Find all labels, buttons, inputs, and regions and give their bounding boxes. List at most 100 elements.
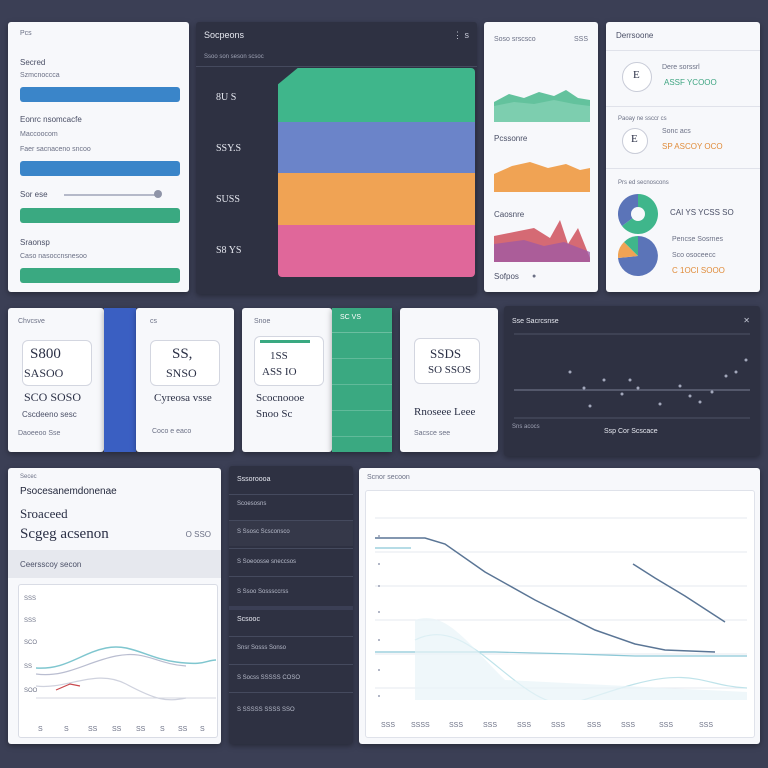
donut-chart-1 — [618, 194, 658, 234]
line-x-2: SSSS — [411, 722, 430, 729]
stat-card-3-box — [254, 336, 324, 386]
list2-row-2[interactable]: S Socss SSSSS COSO — [229, 664, 353, 692]
profile-big: Scgeg acsenon — [20, 526, 109, 542]
slider-label: Sor ese — [20, 190, 48, 199]
blue-divider-strip — [104, 308, 136, 452]
list-header: Sssoroooa — [237, 476, 271, 483]
list-panel: Sssoroooa Scoesosns S Ssosc Scsconsco S … — [229, 466, 353, 744]
profile-x-6: S — [160, 726, 165, 733]
stat-card-1-desc: SCO SOSO — [24, 390, 82, 404]
item2-sub: SP ASCOY OCO — [662, 142, 723, 151]
line-x-7: SSS — [587, 722, 602, 729]
stat-card-3[interactable]: Snoe 1SS ASS IO Scocnoooe Snoo Sc — [242, 308, 332, 452]
item4-sub2: C 1OCI SOOO — [672, 266, 725, 275]
stack-row-label-3: SUSS — [216, 194, 240, 205]
list2-row-2-text: S Socss SSSSS COSO — [237, 675, 301, 681]
profile-x-1: S — [38, 726, 43, 733]
item1-value: Dere sorssrl — [662, 64, 700, 71]
circle-icon-1-glyph: E — [633, 69, 640, 81]
stat-card-1[interactable]: Chvcsve S800 SASOO SCO SOSO Cscdeeno ses… — [8, 308, 104, 452]
line-chart-title: Scnor secoon — [367, 474, 410, 481]
list-row-4[interactable]: S Ssoo Sosssccrss — [229, 576, 353, 602]
profile-chart-frame — [18, 584, 218, 738]
stat-card-1-value: SASOO — [24, 366, 64, 380]
list-row-3-text: S Soeoosse sneccsos — [237, 559, 297, 565]
section2-note: Faer sacnaceno sncoo — [20, 146, 91, 153]
mini-header-value: SSS — [573, 36, 588, 43]
profile-sub: Sroaceed — [20, 506, 68, 521]
section2-subtitle: Maccoocom — [20, 131, 58, 138]
list-header-2: Scsooc — [237, 616, 260, 623]
profile-y-4: SS — [24, 664, 33, 670]
profile-x-7: SS — [178, 726, 188, 733]
stat-card-5-big: SSDS — [430, 346, 462, 361]
line-x-6: SSS — [551, 722, 566, 729]
profile-tag: Secec — [20, 474, 37, 480]
mini-label-2: Pcssonre — [494, 134, 528, 143]
donut-chart-2 — [618, 236, 658, 276]
slider-handle[interactable] — [154, 190, 162, 198]
mini-header: Soso srscsco — [494, 36, 536, 43]
mini-footer-dot: ● — [532, 273, 537, 280]
stat-card-1-big: S800 — [30, 346, 61, 362]
list2-row-1[interactable]: Snsr Sosss Sonso — [229, 636, 353, 664]
stat-card-2-top: cs — [150, 318, 157, 325]
mini-area-mixed — [494, 220, 590, 262]
donut-title: Derrsoone — [616, 31, 654, 40]
item4-sub: Sco osoceecc — [672, 252, 716, 259]
stacked-chart-title: Socpeons — [204, 30, 245, 40]
item2-caption: Paoay ne ssccr cs — [618, 116, 667, 122]
progress-bar-green-1 — [20, 208, 180, 223]
green-card-top: SC VS — [340, 314, 362, 321]
scatter-plot — [514, 333, 750, 419]
stack-row-label-1: 8U S — [216, 92, 237, 103]
list-row-1-text: Scoesosns — [237, 501, 267, 507]
list-row-2[interactable]: S Ssosc Scsconsco — [229, 520, 353, 546]
profile-x-5: SS — [136, 726, 146, 733]
profile-y-1: SSS — [24, 596, 37, 602]
profile-y-5: SOO — [24, 688, 38, 694]
profile-panel: Secec Psocesanemdonenae Sroaceed Scgeg a… — [8, 468, 221, 744]
green-chart-card: SC VS — [332, 308, 392, 452]
stat-card-1-caption: Cscdeeno sesc — [22, 410, 77, 419]
stat-card-3-value: ASS IO — [262, 366, 297, 378]
list2-row-3-text: S SSSSS SSSS SSO — [237, 707, 295, 713]
list2-row-3[interactable]: S SSSSS SSSS SSO — [229, 692, 353, 720]
list-row-3[interactable]: S Soeoosse sneccsos — [229, 548, 353, 574]
progress-bar-blue-1 — [20, 87, 180, 102]
stat-card-2[interactable]: cs SS, SNSO Cyreosa vsse Coco e eaco — [136, 308, 234, 452]
stacked-chart-menu[interactable]: ⋮ s — [452, 30, 469, 40]
line-x-9: SSS — [659, 722, 674, 729]
list-row-4-text: S Ssoo Sosssccrss — [237, 589, 289, 595]
stat-card-5[interactable]: SSDS SO SSOS Rnoseee Leee Sacsce see — [400, 308, 498, 452]
list2-row-1-text: Snsr Sosss Sonso — [237, 645, 287, 651]
item4-value: Pencse Sosrnes — [672, 236, 723, 243]
profile-y-2: SSS — [24, 618, 37, 624]
circle-icon-2-glyph: E — [631, 133, 638, 145]
item3-value: CAI YS YCSS SO — [670, 208, 734, 217]
line-x-3: SSS — [449, 722, 464, 729]
scatter-panel: Sse Sacrcsnse ✕ Sns acocs Ssp Cor Scscac… — [504, 306, 760, 456]
stat-card-5-box — [414, 338, 480, 384]
line-x-8: SSS — [621, 722, 636, 729]
stat-card-3-top: Snoe — [254, 318, 271, 325]
stat-card-1-box — [22, 340, 92, 386]
scatter-menu[interactable]: ✕ — [743, 316, 750, 325]
slider-track[interactable] — [64, 194, 160, 196]
stack-band-green — [278, 68, 475, 122]
list-row-1[interactable]: Scoesosns — [229, 494, 353, 520]
item3-caption: Prs ed secnoscons — [618, 180, 669, 186]
stat-card-3-green-bar — [260, 340, 310, 343]
stacked-chart-panel: Socpeons ⋮ s Ssoo son seson scsoc 8U S S… — [196, 22, 477, 294]
stack-band-blue — [278, 122, 475, 173]
form-header: Pcs — [20, 30, 32, 37]
scatter-legend-left: Sns acocs — [512, 424, 540, 430]
circle-icon-1 — [622, 62, 652, 92]
stat-card-2-value: SNSO — [166, 366, 197, 380]
profile-name: Psocesanemdonenae — [20, 486, 117, 497]
stat-card-2-box — [150, 340, 220, 386]
stat-card-3-foot: Snoo Sc — [256, 408, 293, 420]
list-row-2-text: S Ssosc Scsconsco — [237, 529, 290, 535]
line-chart-plot — [375, 517, 747, 700]
profile-x-3: SS — [88, 726, 98, 733]
